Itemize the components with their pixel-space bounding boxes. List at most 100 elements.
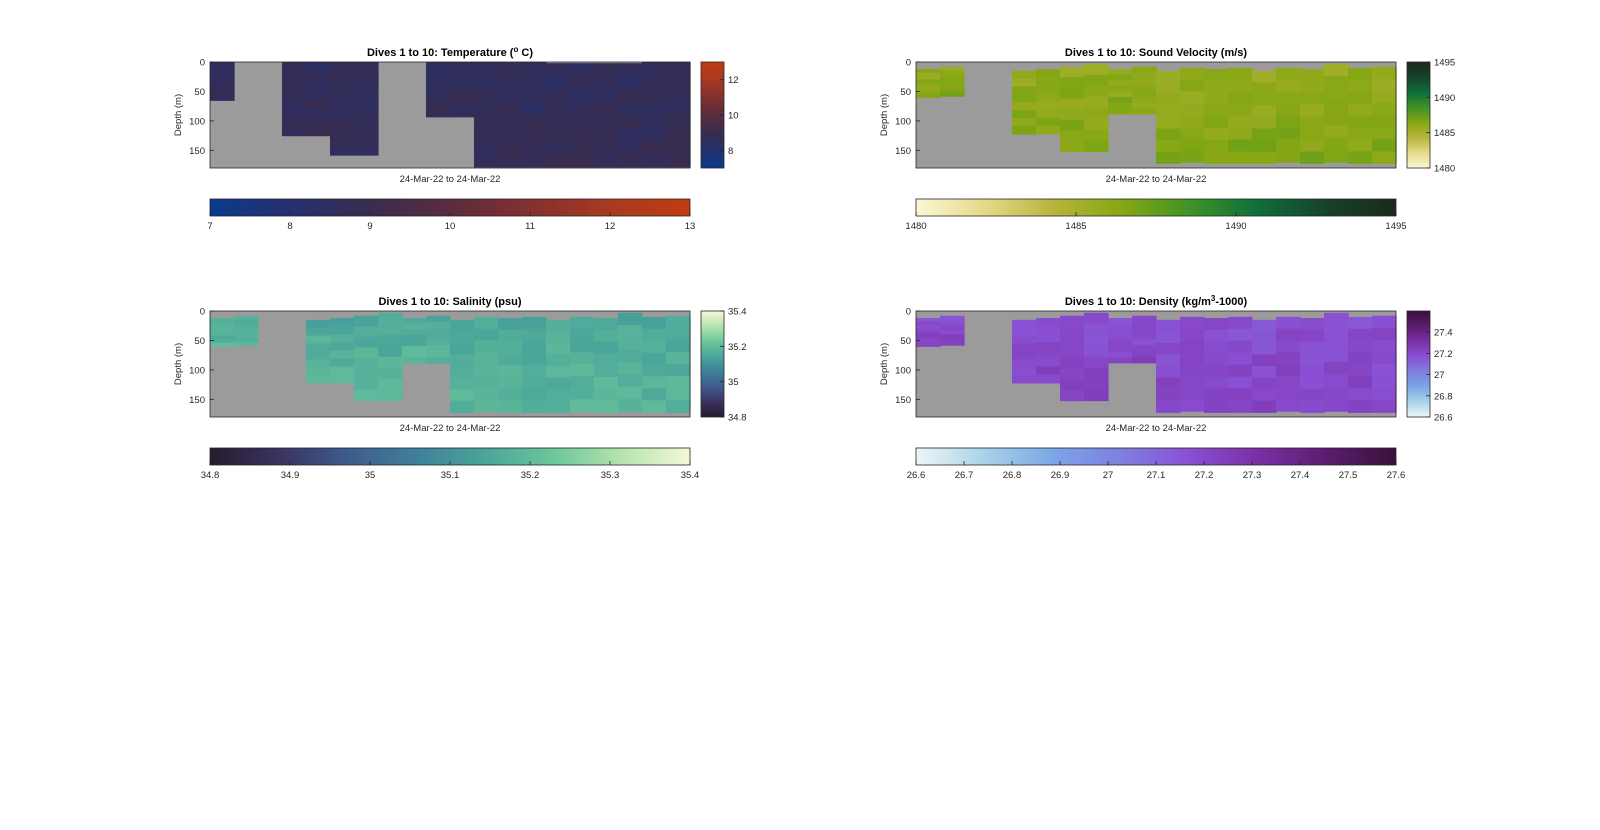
data-cell: [666, 140, 691, 155]
data-cell: [1372, 315, 1397, 329]
hcolorbar-tick-label: 1495: [1385, 221, 1406, 232]
data-cell: [1300, 341, 1325, 354]
data-cell: [1156, 70, 1181, 83]
data-cell: [210, 62, 235, 68]
data-cell: [1228, 115, 1253, 129]
data-cell: [1252, 140, 1277, 153]
data-cell: [1084, 63, 1109, 76]
data-cell: [1036, 334, 1061, 343]
data-cell: [354, 143, 379, 156]
data-cell: [234, 315, 259, 320]
data-cell: [1348, 388, 1373, 401]
data-cell: [1060, 119, 1085, 131]
data-cell: [1108, 85, 1133, 93]
data-cell: [354, 358, 379, 370]
data-cell: [1300, 388, 1325, 402]
data-cell: [1132, 345, 1157, 352]
data-cell: [522, 101, 547, 116]
data-cell: [1012, 78, 1037, 88]
hcolorbar-tick-label: 7: [207, 221, 212, 232]
data-cell: [1300, 69, 1325, 82]
data-cell: [1372, 339, 1397, 353]
data-cell: [570, 340, 595, 353]
y-tick-label: 100: [895, 116, 911, 127]
data-cell: [940, 81, 965, 86]
colorbar-tick-label: 1480: [1434, 164, 1455, 175]
data-cell: [1108, 91, 1133, 98]
data-cell: [618, 102, 643, 116]
data-cell: [916, 69, 941, 74]
data-cell: [1204, 92, 1229, 105]
data-cell: [1372, 364, 1397, 377]
data-cell: [1180, 138, 1205, 151]
data-cell: [450, 342, 475, 356]
data-cell: [474, 387, 499, 400]
data-cell: [354, 389, 379, 402]
data-cell: [1036, 109, 1061, 119]
data-cell: [474, 140, 499, 155]
data-cell: [546, 319, 571, 332]
data-cell: [1084, 345, 1109, 358]
data-cell: [1180, 328, 1205, 342]
data-cell: [570, 364, 595, 377]
data-cell: [234, 323, 259, 328]
data-cell: [916, 339, 941, 344]
data-cell: [450, 389, 475, 402]
data-cell: [330, 62, 355, 75]
data-cell: [1132, 90, 1157, 97]
data-cell: [666, 75, 691, 89]
colorbar-tick-label: 34.8: [728, 413, 747, 424]
data-cell: [594, 400, 619, 413]
colorbar-tick-label: 1485: [1434, 128, 1455, 139]
data-cell: [306, 98, 331, 109]
data-cell: [426, 315, 451, 323]
data-cell: [1372, 151, 1397, 164]
data-cell: [570, 375, 595, 389]
data-cell: [1060, 379, 1085, 391]
data-cell: [450, 96, 475, 104]
data-cell: [474, 316, 499, 330]
data-cell: [1036, 358, 1061, 368]
data-cell: [1324, 349, 1349, 363]
data-cell: [354, 315, 379, 327]
data-cell: [618, 140, 643, 155]
data-cell: [1204, 318, 1229, 331]
data-cell: [1012, 351, 1037, 360]
data-cell: [498, 88, 523, 102]
plot-frame: [915, 310, 1397, 418]
hcolorbar-tick-label: 26.8: [1003, 470, 1022, 481]
data-cell: [522, 400, 547, 413]
data-cell: [354, 120, 379, 133]
data-cell: [916, 72, 941, 77]
data-cell: [1252, 400, 1277, 413]
data-cell: [1108, 329, 1133, 336]
hcolorbar-tick-label: 8: [287, 221, 292, 232]
data-cell: [1228, 364, 1253, 378]
data-cell: [426, 339, 451, 346]
panel-density: Dives 1 to 10: Density (kg/m3-1000) 0 50 10…: [879, 294, 1453, 481]
data-cell: [1324, 125, 1349, 139]
plot-frame: [915, 61, 1397, 169]
data-cell: [1156, 377, 1181, 390]
data-cell: [1156, 151, 1181, 164]
y-tick-label: 100: [189, 365, 205, 376]
data-cell: [1036, 374, 1061, 384]
data-cell: [1252, 319, 1277, 332]
data-cell: [330, 374, 355, 384]
data-cell: [1156, 331, 1181, 344]
data-cell: [1108, 357, 1133, 364]
data-cell: [1084, 85, 1109, 98]
data-cell: [546, 331, 571, 344]
data-cell: [234, 319, 259, 324]
data-cell: [1060, 98, 1085, 110]
data-cell: [940, 315, 965, 320]
data-cell: [354, 336, 379, 349]
data-cell: [522, 376, 547, 390]
data-cell: [1060, 389, 1085, 402]
data-cell: [1228, 316, 1253, 330]
data-cell: [570, 76, 595, 90]
data-cell: [354, 347, 379, 359]
data-cell: [306, 319, 331, 329]
data-cell: [282, 89, 307, 100]
